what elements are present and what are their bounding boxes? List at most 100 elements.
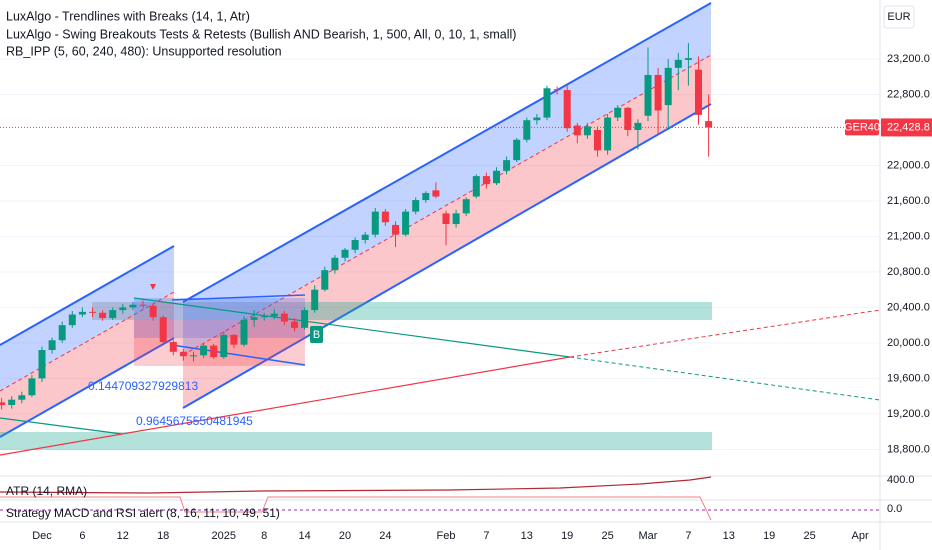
channel-line [182, 103, 712, 409]
candle-body [159, 317, 167, 343]
candle-body [341, 249, 349, 258]
candle-body [624, 107, 632, 130]
trendline [569, 309, 881, 358]
candle-body [553, 89, 561, 91]
candle-body [695, 69, 702, 115]
candle-body [654, 74, 662, 111]
candle-body [291, 321, 298, 328]
candle-body [482, 176, 490, 185]
candle-body [38, 350, 46, 379]
candle-body [402, 211, 410, 235]
currency-box[interactable] [883, 5, 915, 29]
channel-line [182, 2, 712, 303]
y-tick-label: 21,200.0 [887, 230, 930, 242]
channel-line [171, 294, 306, 301]
y-tick-label: 19,200.0 [887, 408, 930, 420]
candle-body [301, 310, 309, 328]
x-tick-label: 7 [483, 530, 489, 542]
candle-body [594, 129, 601, 151]
candle-body [78, 311, 86, 315]
channel-upper [183, 3, 711, 355]
x-tick-label: Apr [852, 530, 869, 542]
last-price-label: 22,428.8 [887, 121, 930, 133]
channel-line [0, 337, 175, 438]
y-tick-label: 18,800.0 [887, 443, 930, 455]
candle-body [503, 160, 511, 171]
trendline [133, 297, 571, 358]
channel-lower [0, 292, 174, 437]
currency[interactable]: EUR [887, 11, 910, 23]
x-tick-label: 19 [763, 530, 775, 542]
x-tick-label: Dec [32, 530, 52, 542]
candle-body [634, 122, 642, 130]
candle-body [371, 211, 379, 235]
x-tick-label: 25 [803, 530, 815, 542]
x-tick-label: 8 [261, 530, 267, 542]
candle-body [351, 239, 359, 250]
candles [0, 43, 713, 410]
candle-body [432, 190, 440, 197]
y-tick-label: 22,800.0 [887, 88, 930, 100]
candle-body [563, 90, 571, 129]
trendline [0, 356, 571, 456]
trendline [569, 356, 881, 401]
zone [0, 432, 712, 450]
pane-tick: 0.0 [887, 503, 902, 515]
y-tick-label: 20,000.0 [887, 337, 930, 349]
symbol-label: GER40 [844, 121, 880, 133]
candle-body [684, 58, 692, 60]
annotation: 0.9645675550481945 [136, 414, 253, 428]
candle-body [674, 59, 682, 68]
atr-line [0, 476, 712, 494]
signal-arrow [150, 284, 156, 290]
candle-body [381, 211, 389, 223]
x-tick-label: 12 [117, 530, 129, 542]
x-tick-label: 2025 [212, 530, 236, 542]
candle-body [270, 313, 278, 317]
candle-body [28, 378, 36, 396]
pane-tick: 400.0 [887, 474, 915, 486]
candle-body [523, 120, 531, 140]
candle-body [0, 402, 6, 406]
zone [134, 320, 305, 366]
candle-body [119, 307, 127, 311]
channel-mid [0, 291, 175, 392]
x-tick-label: 24 [379, 530, 391, 542]
macd-line [0, 496, 712, 521]
candle-body [412, 200, 420, 212]
candle-body [705, 121, 713, 128]
annotation: 0.144709327929813 [88, 379, 198, 393]
candle-body [99, 312, 107, 319]
candle-body [614, 107, 622, 118]
candle-body [644, 74, 652, 116]
x-tick-label: 20 [339, 530, 351, 542]
candle-body [573, 125, 581, 136]
trendline [0, 417, 123, 435]
candle-body [543, 88, 551, 118]
candle-body [220, 334, 228, 358]
indicator-title: LuxAlgo - Swing Breakouts Tests & Retest… [6, 27, 516, 41]
pane-title: ATR (14, RMA) [6, 484, 87, 498]
candle-body [169, 342, 177, 352]
candle-body [48, 340, 56, 351]
indicator-title: LuxAlgo - Trendlines with Breaks (14, 1,… [6, 9, 250, 23]
candle-body [68, 314, 76, 326]
candle-body [109, 310, 117, 319]
candle-body [472, 176, 480, 197]
signal-label: B [313, 329, 320, 341]
candle-body [210, 345, 218, 358]
y-tick-label: 19,600.0 [887, 372, 930, 384]
candle-body [58, 325, 66, 341]
candle-body [513, 139, 521, 161]
y-tick-label: 20,400.0 [887, 301, 930, 313]
indicator-title: RB_IPP (5, 60, 240, 480): Unsupported re… [6, 44, 282, 58]
candle-body [230, 334, 238, 345]
candle-body [493, 170, 500, 184]
candle-body [240, 319, 248, 345]
channel-lower [183, 55, 711, 408]
signal-box [310, 326, 323, 343]
y-tick-label: 22,000.0 [887, 159, 930, 171]
x-tick-label: 13 [521, 530, 533, 542]
